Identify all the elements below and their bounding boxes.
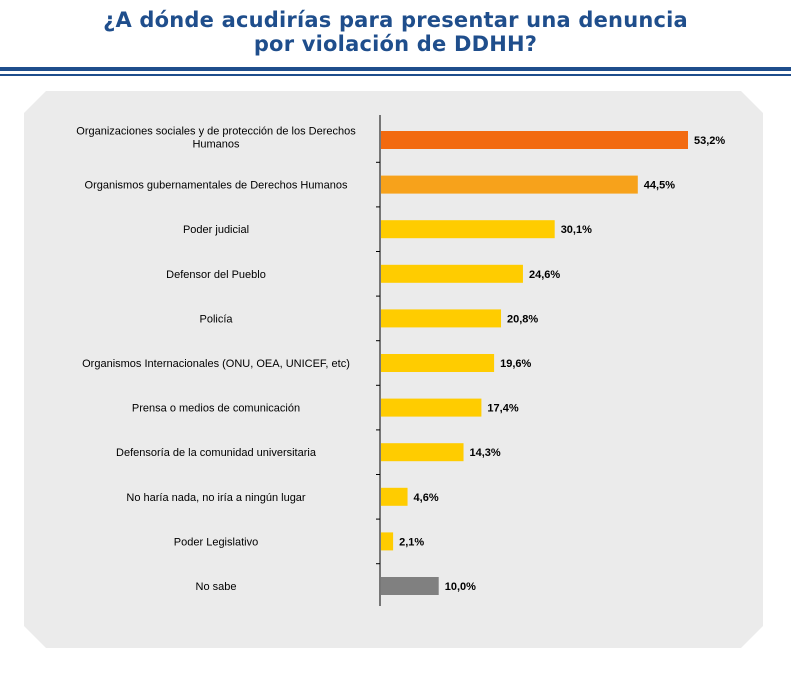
category-label-line: Organizaciones sociales y de protección … — [76, 126, 356, 138]
category-label-line: Policía — [199, 313, 233, 325]
value-label: 20,8% — [507, 313, 538, 325]
category-label: No sabe — [196, 581, 237, 593]
title-rule-thin — [0, 74, 791, 76]
value-label: 2,1% — [399, 536, 424, 548]
value-label: 14,3% — [470, 447, 501, 459]
bar — [381, 175, 638, 194]
page-title: ¿A dónde acudirías para presentar una de… — [0, 8, 791, 56]
category-label: No haría nada, no iría a ningún lugar — [126, 492, 306, 504]
bar — [381, 577, 439, 595]
category-label-line: Prensa o medios de comunicación — [132, 403, 300, 415]
category-label-line: No sabe — [196, 581, 237, 593]
category-label: Organismos gubernamentales de Derechos H… — [85, 180, 348, 192]
category-label-line: Poder judicial — [183, 224, 249, 236]
value-label: 53,2% — [694, 135, 725, 147]
category-label: Prensa o medios de comunicación — [132, 403, 300, 415]
category-label-line: Humanos — [192, 139, 240, 151]
value-label: 4,6% — [414, 492, 439, 504]
bar — [381, 264, 523, 283]
value-label: 24,6% — [529, 269, 560, 281]
value-label: 19,6% — [500, 358, 531, 370]
category-label-line: Organismos gubernamentales de Derechos H… — [85, 180, 348, 192]
bar — [381, 354, 495, 372]
category-label-line: Poder Legislativo — [174, 536, 258, 548]
title-rule-thick — [0, 67, 791, 71]
category-label: Organizaciones sociales y de protección … — [76, 126, 356, 151]
category-label-line: Defensoría de la comunidad universitaria — [116, 447, 317, 459]
bar — [381, 532, 394, 551]
value-label: 30,1% — [561, 224, 592, 236]
category-label: Organismos Internacionales (ONU, OEA, UN… — [82, 358, 350, 370]
value-label: 44,5% — [644, 180, 675, 192]
bar — [381, 220, 555, 239]
category-label-line: Organismos Internacionales (ONU, OEA, UN… — [82, 358, 350, 370]
category-label: Poder judicial — [183, 224, 249, 236]
value-label: 10,0% — [445, 581, 476, 593]
category-label-line: No haría nada, no iría a ningún lugar — [126, 492, 306, 504]
category-label: Defensoría de la comunidad universitaria — [116, 447, 317, 459]
bar — [381, 309, 502, 328]
title-line-2: por violación de DDHH? — [253, 32, 538, 56]
value-label: 17,4% — [487, 403, 518, 415]
title-line-1: ¿A dónde acudirías para presentar una de… — [103, 8, 688, 32]
category-label: Policía — [199, 313, 233, 325]
category-label: Defensor del Pueblo — [166, 269, 266, 281]
category-label-line: Defensor del Pueblo — [166, 269, 266, 281]
bar — [381, 443, 464, 462]
category-label: Poder Legislativo — [174, 536, 258, 548]
bar — [381, 131, 688, 149]
bar — [381, 398, 482, 417]
bar — [381, 487, 408, 506]
